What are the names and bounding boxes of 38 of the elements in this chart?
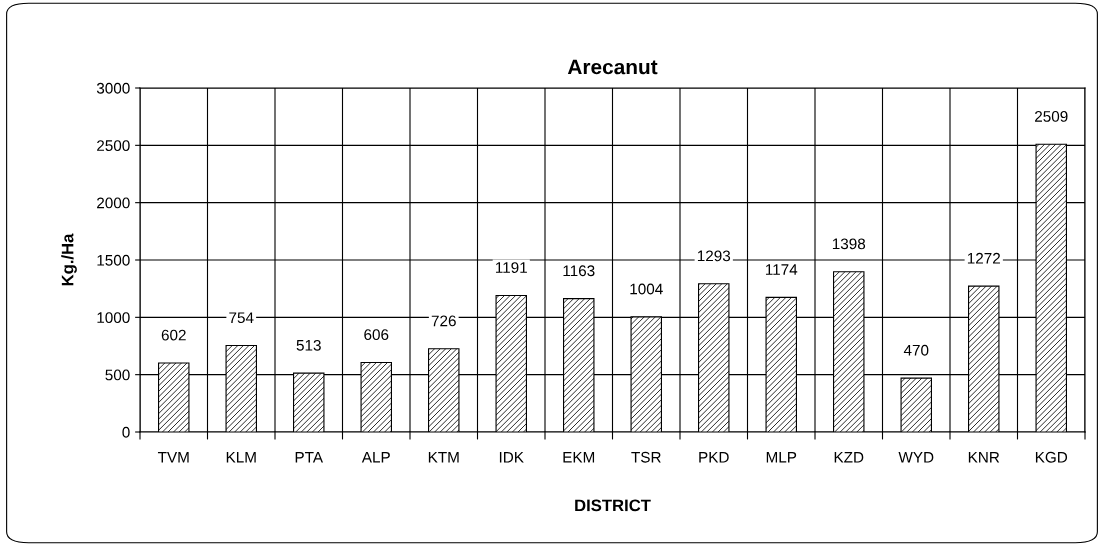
x-tick-label: IDK (499, 452, 524, 463)
chart-title: Arecanut (567, 59, 658, 75)
y-tick-label: 2000 (97, 197, 130, 209)
x-axis-title: DISTRICT (575, 499, 651, 512)
y-tick-label: 500 (105, 369, 130, 381)
y-tick-label: 3000 (96, 82, 130, 94)
data-label: 513 (296, 339, 321, 351)
x-tick-label: ALP (361, 452, 390, 463)
x-tick-label: TSR (631, 451, 661, 463)
data-label: 1272 (967, 252, 1000, 264)
data-label: 606 (364, 329, 389, 341)
y-tick-label: 1000 (97, 312, 130, 324)
x-tick-label: KZD (834, 452, 864, 463)
x-tick-label: KLM (226, 452, 256, 463)
x-tick-label: WYD (898, 452, 934, 463)
data-label: 2509 (1035, 111, 1068, 122)
x-tick-label: PKD (699, 452, 729, 463)
data-label: 726 (431, 315, 456, 327)
x-tick-label: EKM (563, 452, 595, 463)
y-tick-label: 1500 (97, 254, 130, 266)
data-label: 1004 (630, 283, 663, 295)
x-tick-label: PTA (295, 452, 324, 463)
y-axis-title: Kg./Ha (61, 233, 77, 286)
data-label: 1191 (495, 262, 527, 273)
x-tick-label: MLP (766, 452, 797, 463)
data-label: 1174 (765, 264, 798, 275)
x-tick-label: TVM (157, 452, 189, 463)
y-tick-label: 2500 (97, 140, 130, 152)
data-label: 602 (161, 329, 186, 341)
x-tick-label: KTM (428, 452, 459, 463)
data-label: 1398 (832, 238, 866, 250)
data-label: 1293 (697, 250, 731, 262)
data-label: 470 (903, 344, 929, 356)
x-tick-label: KNR (968, 452, 1000, 463)
data-label: 754 (229, 312, 254, 324)
data-label: 1163 (563, 265, 595, 277)
x-tick-label: KGD (1035, 451, 1068, 463)
y-tick-label: 0 (122, 426, 130, 438)
